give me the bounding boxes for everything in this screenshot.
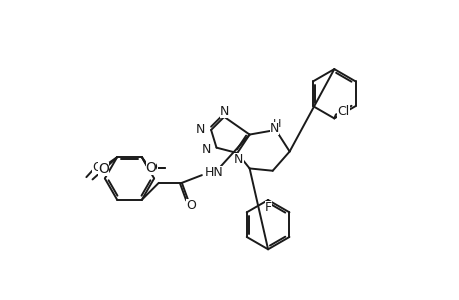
Text: N: N <box>202 143 211 157</box>
Text: N: N <box>269 122 278 135</box>
Text: O: O <box>98 162 108 176</box>
Text: N: N <box>195 123 205 136</box>
Text: O: O <box>147 161 157 174</box>
Text: N: N <box>219 105 229 118</box>
Text: O: O <box>92 161 102 174</box>
Text: N: N <box>234 153 243 166</box>
Text: O: O <box>186 200 196 212</box>
Text: HN: HN <box>205 166 223 178</box>
Text: Cl: Cl <box>336 105 349 118</box>
Text: H: H <box>273 119 281 129</box>
Text: O: O <box>146 161 156 175</box>
Text: F: F <box>264 201 271 214</box>
